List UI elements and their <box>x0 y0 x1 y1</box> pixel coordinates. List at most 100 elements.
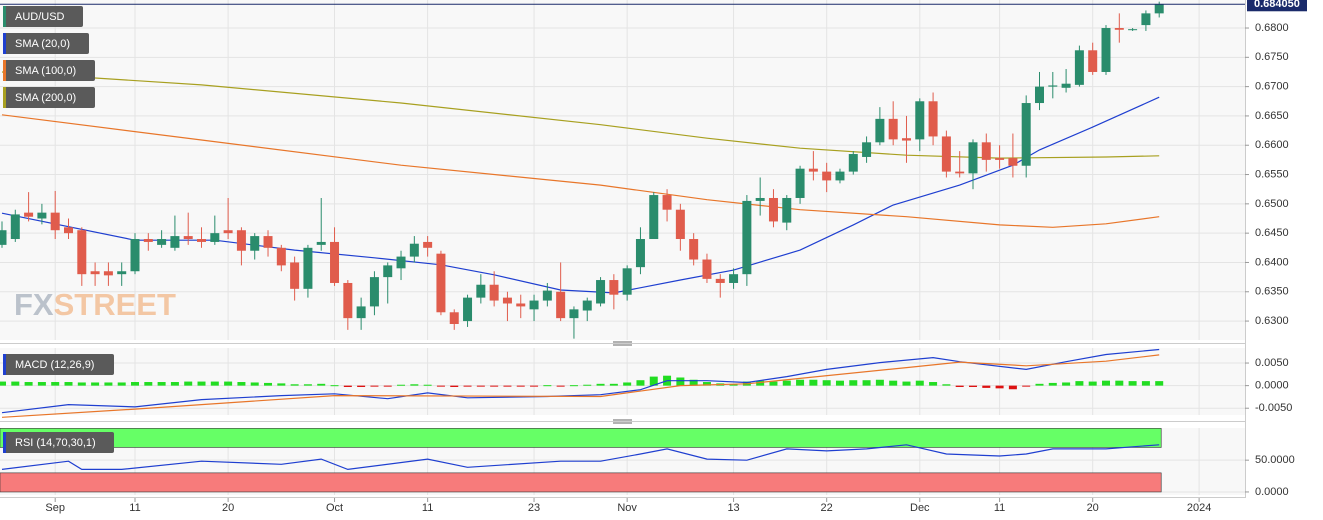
candle-body <box>117 271 127 275</box>
candle-body <box>768 197 778 222</box>
candle-body <box>928 101 938 137</box>
y-tick-label: 0.0050 <box>1255 357 1289 369</box>
histogram-bar <box>476 385 485 387</box>
candle-body <box>157 239 167 245</box>
histogram-bar <box>330 385 339 387</box>
candle-body <box>915 101 925 140</box>
legend-box <box>3 87 95 108</box>
x-tick-label: Dec <box>910 502 930 514</box>
candle-body <box>10 214 20 240</box>
candle-body <box>1128 29 1138 31</box>
y-tick-label: 0.6650 <box>1255 110 1289 122</box>
histogram-bar <box>556 385 565 387</box>
candle-body <box>689 239 699 260</box>
y-tick-label: -0.0050 <box>1255 402 1292 414</box>
histogram-bar <box>1141 381 1150 386</box>
candle-body <box>143 239 153 242</box>
candle-body <box>529 300 539 310</box>
histogram-bar <box>503 385 512 387</box>
candle-body <box>463 297 473 322</box>
candle-body <box>290 262 300 289</box>
legend-swatch <box>3 354 6 375</box>
candle-body <box>0 230 7 245</box>
histogram-bar <box>569 385 578 387</box>
candle-body <box>263 236 273 248</box>
y-tick-label: 0.6400 <box>1255 256 1289 268</box>
candle-body <box>183 236 193 240</box>
histogram-bar <box>1075 381 1084 386</box>
histogram-bar <box>131 382 140 386</box>
histogram-bar <box>1062 382 1071 386</box>
histogram-bar <box>11 381 20 386</box>
candle-body <box>1061 83 1071 88</box>
histogram-bar <box>676 377 685 386</box>
histogram-bar <box>51 382 60 386</box>
histogram-bar <box>1088 381 1097 386</box>
candle-body <box>702 259 712 279</box>
histogram-bar <box>915 380 924 386</box>
histogram-bar <box>636 380 645 386</box>
histogram-bar <box>530 385 539 387</box>
candle-body <box>875 118 885 143</box>
x-tick-label: 11 <box>994 502 1005 514</box>
histogram-bar <box>543 385 552 387</box>
candle-body <box>622 268 632 295</box>
x-tick-label: Sep <box>45 502 65 514</box>
candle-body <box>343 282 353 319</box>
candle-body <box>24 212 34 217</box>
histogram-bar <box>756 380 765 386</box>
histogram-bar <box>24 382 33 386</box>
histogram-bar <box>436 385 445 387</box>
candle-body <box>1034 86 1044 104</box>
histogram-bar <box>197 381 206 386</box>
candle-body <box>276 247 286 266</box>
histogram-bar <box>955 385 964 387</box>
legend-box <box>3 60 95 81</box>
histogram-bar <box>1115 380 1124 386</box>
histogram-bar <box>995 385 1004 389</box>
histogram-bar <box>104 382 113 386</box>
legend-box <box>3 432 114 453</box>
y-tick-label: 0.0000 <box>1255 486 1289 498</box>
resize-grip[interactable] <box>613 341 632 424</box>
histogram-bar <box>91 382 100 386</box>
histogram-bar <box>623 382 632 386</box>
x-tick-label: 20 <box>222 502 234 514</box>
candle-body <box>1008 158 1018 166</box>
candle-body <box>476 284 486 298</box>
candle-body <box>449 312 459 324</box>
candle-body <box>369 277 379 307</box>
histogram-bar <box>357 385 366 387</box>
histogram-bar <box>889 380 898 386</box>
histogram-bar <box>303 384 312 386</box>
y-tick-label: 0.6500 <box>1255 198 1289 210</box>
histogram-bar <box>583 384 592 386</box>
y-tick-label: 0.6350 <box>1255 286 1289 298</box>
histogram-bar <box>782 380 791 386</box>
histogram-bar <box>450 385 459 387</box>
histogram-bar <box>370 385 379 387</box>
histogram-bar <box>1128 381 1137 386</box>
candle-body <box>569 309 579 319</box>
candle-body <box>596 280 606 304</box>
candle-body <box>330 241 340 283</box>
candle-body <box>316 241 326 245</box>
legend-swatch <box>3 87 6 108</box>
legend-swatch <box>3 60 6 81</box>
histogram-bar <box>77 382 86 386</box>
candle-body <box>609 280 619 295</box>
candle-body <box>649 195 659 240</box>
last-price-tag <box>1247 0 1307 12</box>
candle-body <box>995 158 1005 160</box>
candle-body <box>130 239 140 272</box>
candle-body <box>50 212 60 231</box>
histogram-bar <box>1048 382 1057 386</box>
histogram-bar <box>290 384 299 386</box>
x-tick-label: 13 <box>727 502 739 514</box>
rsi-band <box>0 428 1162 448</box>
candle-body <box>635 239 645 268</box>
candle-body <box>888 118 898 140</box>
candle-body <box>170 236 180 248</box>
histogram-bar <box>317 383 326 386</box>
